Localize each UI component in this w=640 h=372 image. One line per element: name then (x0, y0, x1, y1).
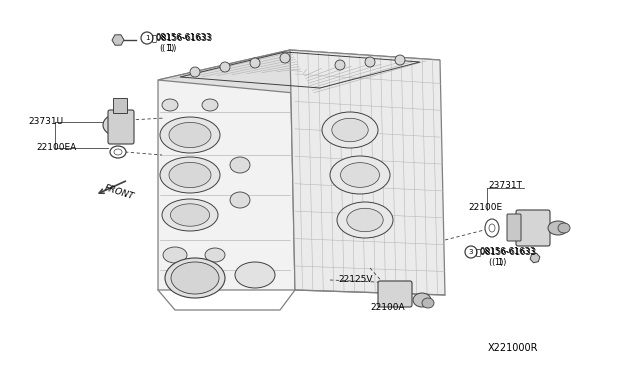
Ellipse shape (332, 118, 368, 142)
Ellipse shape (337, 202, 393, 238)
Text: 22100EA: 22100EA (36, 144, 76, 153)
Ellipse shape (170, 204, 210, 226)
Ellipse shape (485, 219, 499, 237)
FancyBboxPatch shape (516, 210, 550, 246)
Ellipse shape (330, 156, 390, 194)
Circle shape (250, 58, 260, 68)
Text: 08156-61633: 08156-61633 (156, 33, 212, 42)
Ellipse shape (413, 293, 431, 307)
Ellipse shape (169, 122, 211, 148)
Ellipse shape (202, 99, 218, 111)
Ellipse shape (422, 298, 434, 308)
Ellipse shape (230, 192, 250, 208)
Ellipse shape (160, 157, 220, 193)
Ellipse shape (162, 99, 178, 111)
Text: ( 1): ( 1) (162, 45, 177, 54)
Ellipse shape (103, 114, 133, 136)
Circle shape (190, 67, 200, 77)
Ellipse shape (169, 163, 211, 187)
Ellipse shape (322, 112, 378, 148)
Polygon shape (158, 50, 440, 95)
Ellipse shape (163, 247, 187, 263)
Circle shape (141, 32, 153, 44)
Circle shape (365, 57, 375, 67)
Text: 22125V: 22125V (338, 276, 372, 285)
Ellipse shape (489, 224, 495, 232)
Circle shape (395, 55, 405, 65)
Ellipse shape (162, 199, 218, 231)
Text: X221000R: X221000R (488, 343, 538, 353)
Circle shape (465, 246, 477, 258)
FancyBboxPatch shape (113, 98, 127, 113)
Ellipse shape (205, 248, 225, 262)
Text: FRONT: FRONT (103, 183, 135, 201)
Ellipse shape (347, 208, 383, 232)
Text: 22100A: 22100A (370, 302, 404, 311)
FancyBboxPatch shape (108, 110, 134, 144)
Polygon shape (158, 50, 295, 290)
Ellipse shape (230, 157, 250, 173)
Ellipse shape (340, 163, 380, 187)
Ellipse shape (171, 262, 219, 294)
Ellipse shape (160, 117, 220, 153)
Circle shape (335, 60, 345, 70)
Ellipse shape (548, 221, 568, 235)
Text: 1: 1 (145, 35, 149, 41)
FancyBboxPatch shape (507, 214, 521, 241)
Ellipse shape (165, 258, 225, 298)
Text: ( 1): ( 1) (492, 259, 506, 267)
Text: 3: 3 (468, 249, 473, 255)
Text: 08156-61633: 08156-61633 (476, 247, 537, 257)
Polygon shape (290, 50, 445, 295)
Text: 23731U: 23731U (28, 118, 63, 126)
Text: ( 1): ( 1) (489, 259, 504, 267)
Text: 08156-61633: 08156-61633 (480, 247, 536, 257)
Ellipse shape (235, 262, 275, 288)
Text: ( 1): ( 1) (160, 45, 174, 54)
Ellipse shape (114, 149, 122, 155)
Circle shape (280, 53, 290, 63)
Text: 08156-61633: 08156-61633 (152, 33, 213, 42)
Ellipse shape (558, 223, 570, 233)
Text: 22100E: 22100E (468, 202, 502, 212)
Text: 23731T: 23731T (488, 180, 522, 189)
Circle shape (220, 62, 230, 72)
FancyBboxPatch shape (378, 281, 412, 307)
Ellipse shape (110, 146, 126, 158)
